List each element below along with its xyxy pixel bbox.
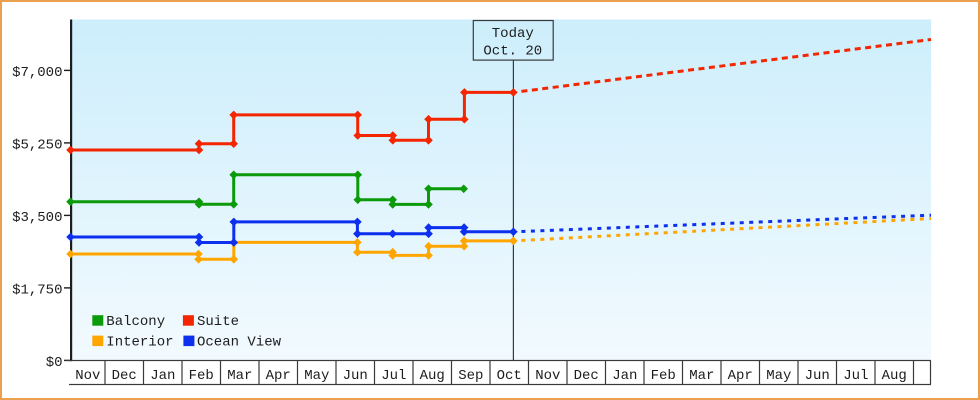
svg-text:Oct: Oct (497, 368, 522, 384)
svg-text:Suite: Suite (197, 314, 239, 330)
svg-text:Jul: Jul (843, 368, 868, 384)
svg-text:Dec: Dec (574, 368, 599, 384)
svg-text:Feb: Feb (189, 368, 214, 384)
svg-text:May: May (304, 368, 329, 384)
svg-text:$3,500: $3,500 (12, 210, 62, 226)
svg-text:Jul: Jul (381, 368, 406, 384)
svg-text:Mar: Mar (689, 368, 714, 384)
svg-text:$1,750: $1,750 (12, 282, 62, 298)
svg-text:$5,250: $5,250 (12, 137, 62, 153)
svg-text:Ocean View: Ocean View (197, 335, 282, 351)
svg-text:Aug: Aug (420, 368, 445, 384)
svg-text:Oct. 20: Oct. 20 (483, 43, 542, 59)
svg-text:Mar: Mar (227, 368, 252, 384)
svg-text:Jan: Jan (612, 368, 637, 384)
svg-text:May: May (766, 368, 791, 384)
svg-text:Balcony: Balcony (106, 314, 165, 330)
svg-text:Feb: Feb (651, 368, 676, 384)
svg-text:Jun: Jun (343, 368, 368, 384)
svg-text:Apr: Apr (266, 368, 291, 384)
svg-text:Dec: Dec (112, 368, 137, 384)
svg-text:Sep: Sep (458, 368, 483, 384)
svg-text:$7,000: $7,000 (12, 65, 62, 81)
svg-text:Interior: Interior (106, 335, 173, 351)
svg-text:Jun: Jun (805, 368, 830, 384)
svg-text:$0: $0 (46, 355, 63, 371)
svg-text:Today: Today (492, 26, 534, 42)
svg-text:Apr: Apr (728, 368, 753, 384)
svg-text:Nov: Nov (75, 368, 100, 384)
svg-text:Jan: Jan (150, 368, 175, 384)
svg-text:Aug: Aug (882, 368, 907, 384)
svg-text:Nov: Nov (535, 368, 560, 384)
